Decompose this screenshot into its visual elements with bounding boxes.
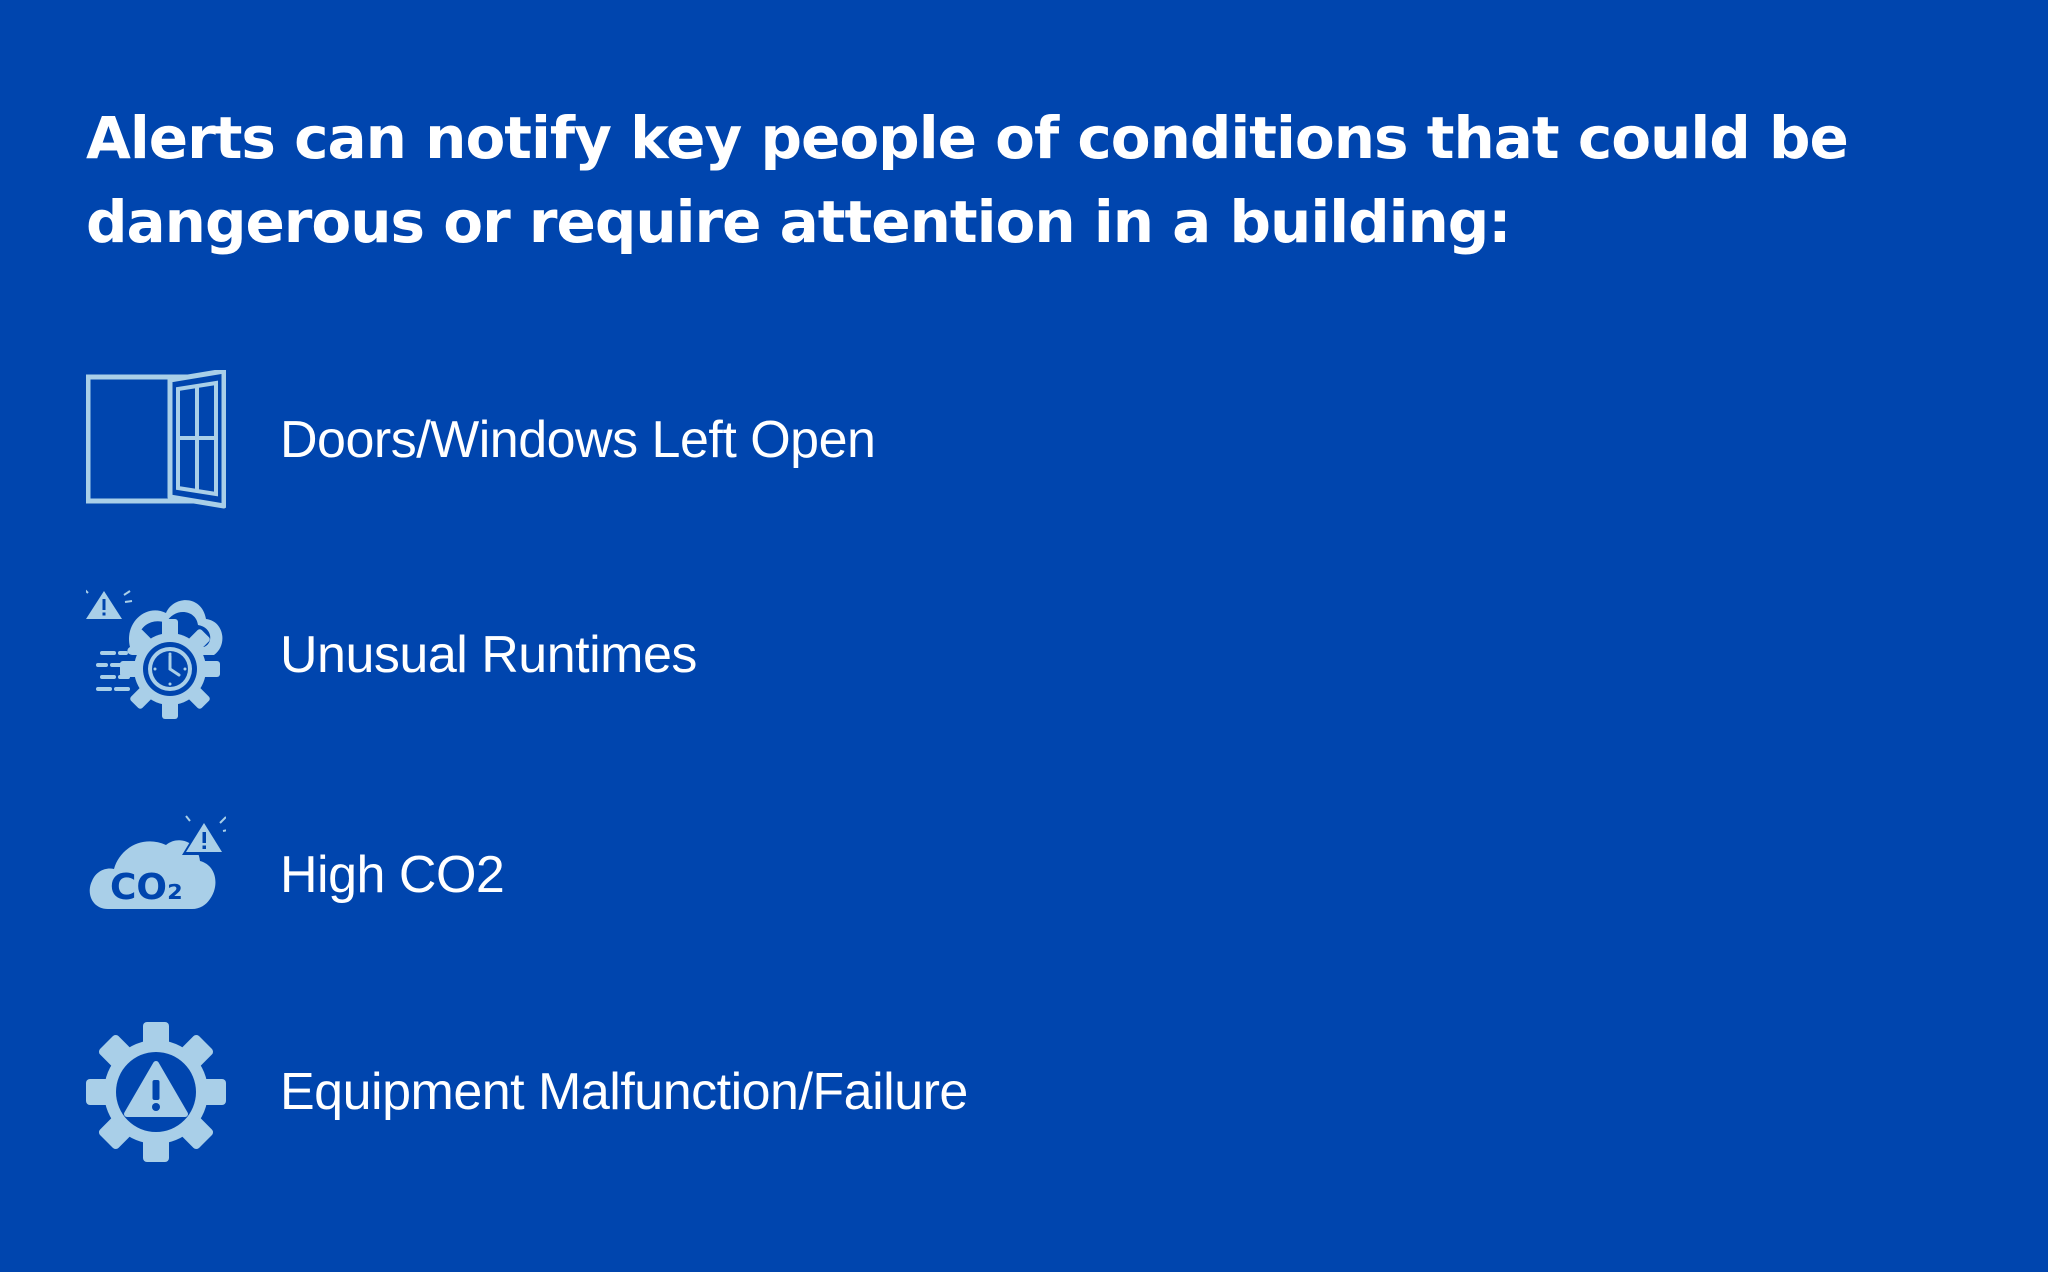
item-label: Doors/Windows Left Open [280,411,876,469]
page-headline: Alerts can notify key people of conditio… [86,96,1986,264]
item-label: Equipment Malfunction/Failure [280,1063,968,1121]
headline-line-2: dangerous or require attention in a buil… [86,188,1511,256]
gear-warning-icon [86,1022,226,1162]
item-label: Unusual Runtimes [280,626,697,684]
co2-cloud-alert-icon: CO₂ [86,805,226,945]
open-window-icon [86,370,226,510]
list-item-unusual-runtimes: Unusual Runtimes [86,585,1286,725]
item-label: High CO2 [280,846,505,904]
runtime-alert-icon [86,585,226,725]
co2-icon-text: CO₂ [110,867,183,908]
headline-line-1: Alerts can notify key people of conditio… [86,104,1849,172]
list-item-high-co2: CO₂ High CO2 [86,805,1286,945]
list-item-equipment-malfunction: Equipment Malfunction/Failure [86,1022,1286,1162]
list-item-doors-windows: Doors/Windows Left Open [86,370,1286,510]
